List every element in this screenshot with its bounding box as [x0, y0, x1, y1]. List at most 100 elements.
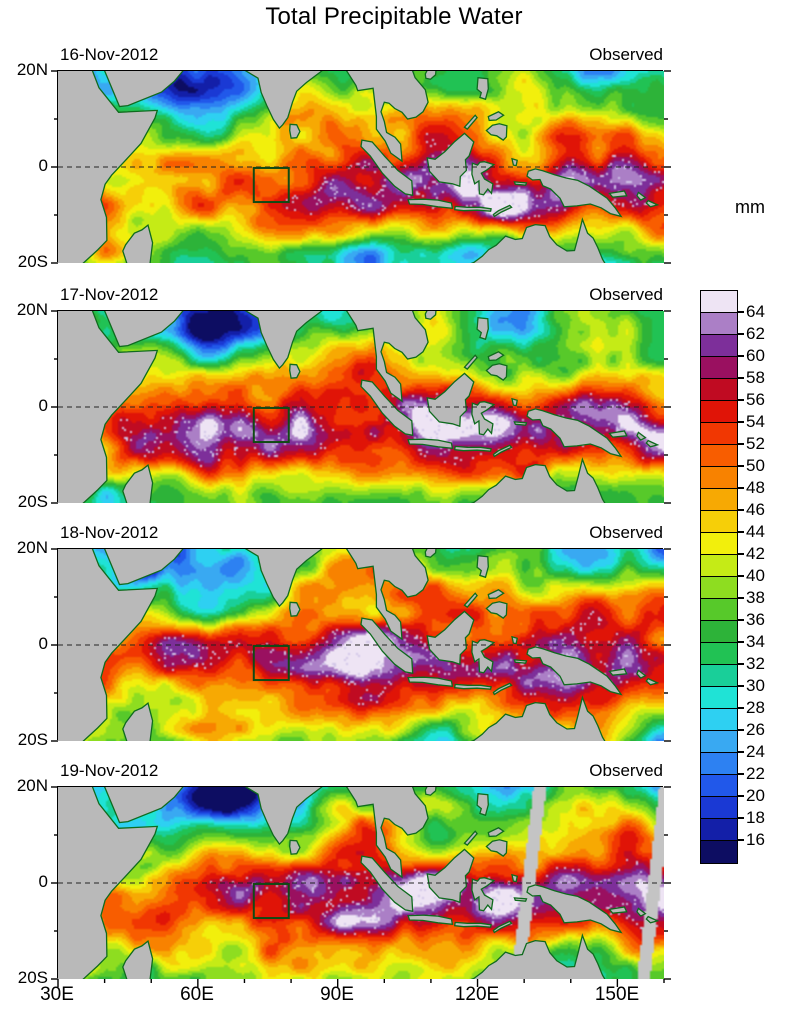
y-tick-label-20n: 20N	[16, 60, 48, 79]
land-borneo	[426, 372, 475, 428]
map-panel-1: 16-Nov-2012 Observed 20N 0 20S	[0, 45, 788, 271]
land-sri-lanka	[289, 601, 301, 617]
colorbar-tick	[738, 531, 744, 533]
colorbar-segment	[701, 423, 737, 445]
land-visayas	[487, 827, 505, 838]
colorbar-tick-label: 28	[746, 698, 765, 717]
land-indochina-malaya	[345, 311, 429, 403]
land-indochina-malaya	[345, 549, 429, 641]
colorbar-segment	[701, 445, 737, 467]
study-region-box	[252, 644, 290, 682]
land-lesser-sunda	[453, 921, 492, 928]
land-arabia	[103, 549, 184, 586]
colorbar-segment	[701, 511, 737, 533]
colorbar-tick	[738, 685, 744, 687]
land-visayas	[487, 111, 505, 122]
land-bougainville	[636, 191, 647, 201]
y-tick-label-20n: 20N	[16, 776, 48, 795]
colorbar-tick	[738, 597, 744, 599]
colorbar-tick-label: 22	[746, 764, 765, 783]
colorbar-segment	[701, 819, 737, 841]
y-tick-label-20s: 20S	[17, 968, 48, 987]
land-sulawesi	[471, 639, 496, 674]
land-new-guinea	[526, 168, 623, 218]
colorbar-tick-label: 42	[746, 544, 765, 563]
colorbar-segment	[701, 379, 737, 401]
colorbar-tick	[738, 575, 744, 577]
land-sumatra	[360, 855, 414, 913]
figure-title: Total Precipitable Water	[265, 3, 523, 30]
y-tick-label-0: 0	[38, 872, 48, 891]
land-java	[407, 676, 454, 688]
map-overlay	[51, 548, 671, 742]
land-india	[244, 549, 323, 608]
y-tick-label-20n: 20N	[16, 538, 48, 557]
colorbar-tick	[738, 817, 744, 819]
land-madagascar	[122, 463, 154, 503]
land-palawan	[463, 354, 478, 370]
colorbar-tick	[738, 663, 744, 665]
x-tick-label-60e: 60E	[180, 984, 214, 1005]
land-sulawesi	[471, 877, 496, 912]
panel-date-label: 19-Nov-2012	[60, 761, 159, 780]
y-tick-label-0: 0	[38, 634, 48, 653]
colorbar-tick-label: 40	[746, 566, 765, 585]
land-palawan	[463, 592, 478, 608]
land-timor	[492, 204, 513, 218]
colorbar-tick-label: 24	[746, 742, 765, 761]
map-overlay	[51, 70, 671, 264]
land-timor	[492, 682, 513, 696]
y-tick-label-0: 0	[38, 396, 48, 415]
land-lesser-sunda	[453, 445, 492, 452]
study-region-box	[252, 406, 290, 444]
colorbar-tick-label: 30	[746, 676, 765, 695]
land-sri-lanka	[289, 839, 301, 855]
land-new-guinea	[526, 408, 623, 458]
colorbar-segment	[701, 709, 737, 731]
land-halmahera	[511, 397, 518, 407]
map-plot-area	[51, 70, 671, 264]
land-sumatra	[360, 379, 414, 437]
land-seram	[513, 897, 528, 902]
land-java	[407, 198, 454, 210]
land-visayas	[487, 351, 505, 362]
study-region-box	[252, 882, 290, 920]
land-sulawesi	[471, 401, 496, 436]
colorbar-segment	[701, 841, 737, 863]
land-solomons	[645, 915, 660, 924]
land-australia	[470, 695, 606, 741]
land-timor	[492, 920, 513, 934]
colorbar-tick	[738, 465, 744, 467]
colorbar-segment	[701, 643, 737, 665]
colorbar-segment	[701, 731, 737, 753]
panel-date-label: 16-Nov-2012	[60, 45, 159, 64]
land-sri-lanka	[289, 123, 301, 139]
colorbar-segment	[701, 291, 737, 313]
land-bougainville	[636, 431, 647, 441]
colorbar-tick-label: 58	[746, 368, 765, 387]
colorbar-tick	[738, 399, 744, 401]
land-australia	[470, 457, 606, 503]
colorbar-tick	[738, 773, 744, 775]
land-halmahera	[511, 635, 518, 645]
land-australia	[470, 933, 606, 979]
colorbar-tick	[738, 751, 744, 753]
colorbar-tick	[738, 333, 744, 335]
colorbar-tick-label: 62	[746, 324, 765, 343]
colorbar-tick	[738, 729, 744, 731]
colorbar-tick-label: 26	[746, 720, 765, 739]
colorbar-segment	[701, 555, 737, 577]
land-lesser-sunda	[453, 683, 492, 690]
colorbar-segment	[701, 401, 737, 423]
colorbar-tick	[738, 377, 744, 379]
land-solomons	[645, 199, 660, 208]
colorbar-segment	[701, 533, 737, 555]
land-new-britain	[608, 190, 628, 198]
panel-date-label: 18-Nov-2012	[60, 523, 159, 542]
land-arabia	[103, 71, 184, 108]
land-madagascar	[122, 939, 154, 979]
land-new-britain	[608, 668, 628, 676]
colorbar-segment	[701, 665, 737, 687]
colorbar-tick-label: 20	[746, 786, 765, 805]
colorbar-segment	[701, 775, 737, 797]
